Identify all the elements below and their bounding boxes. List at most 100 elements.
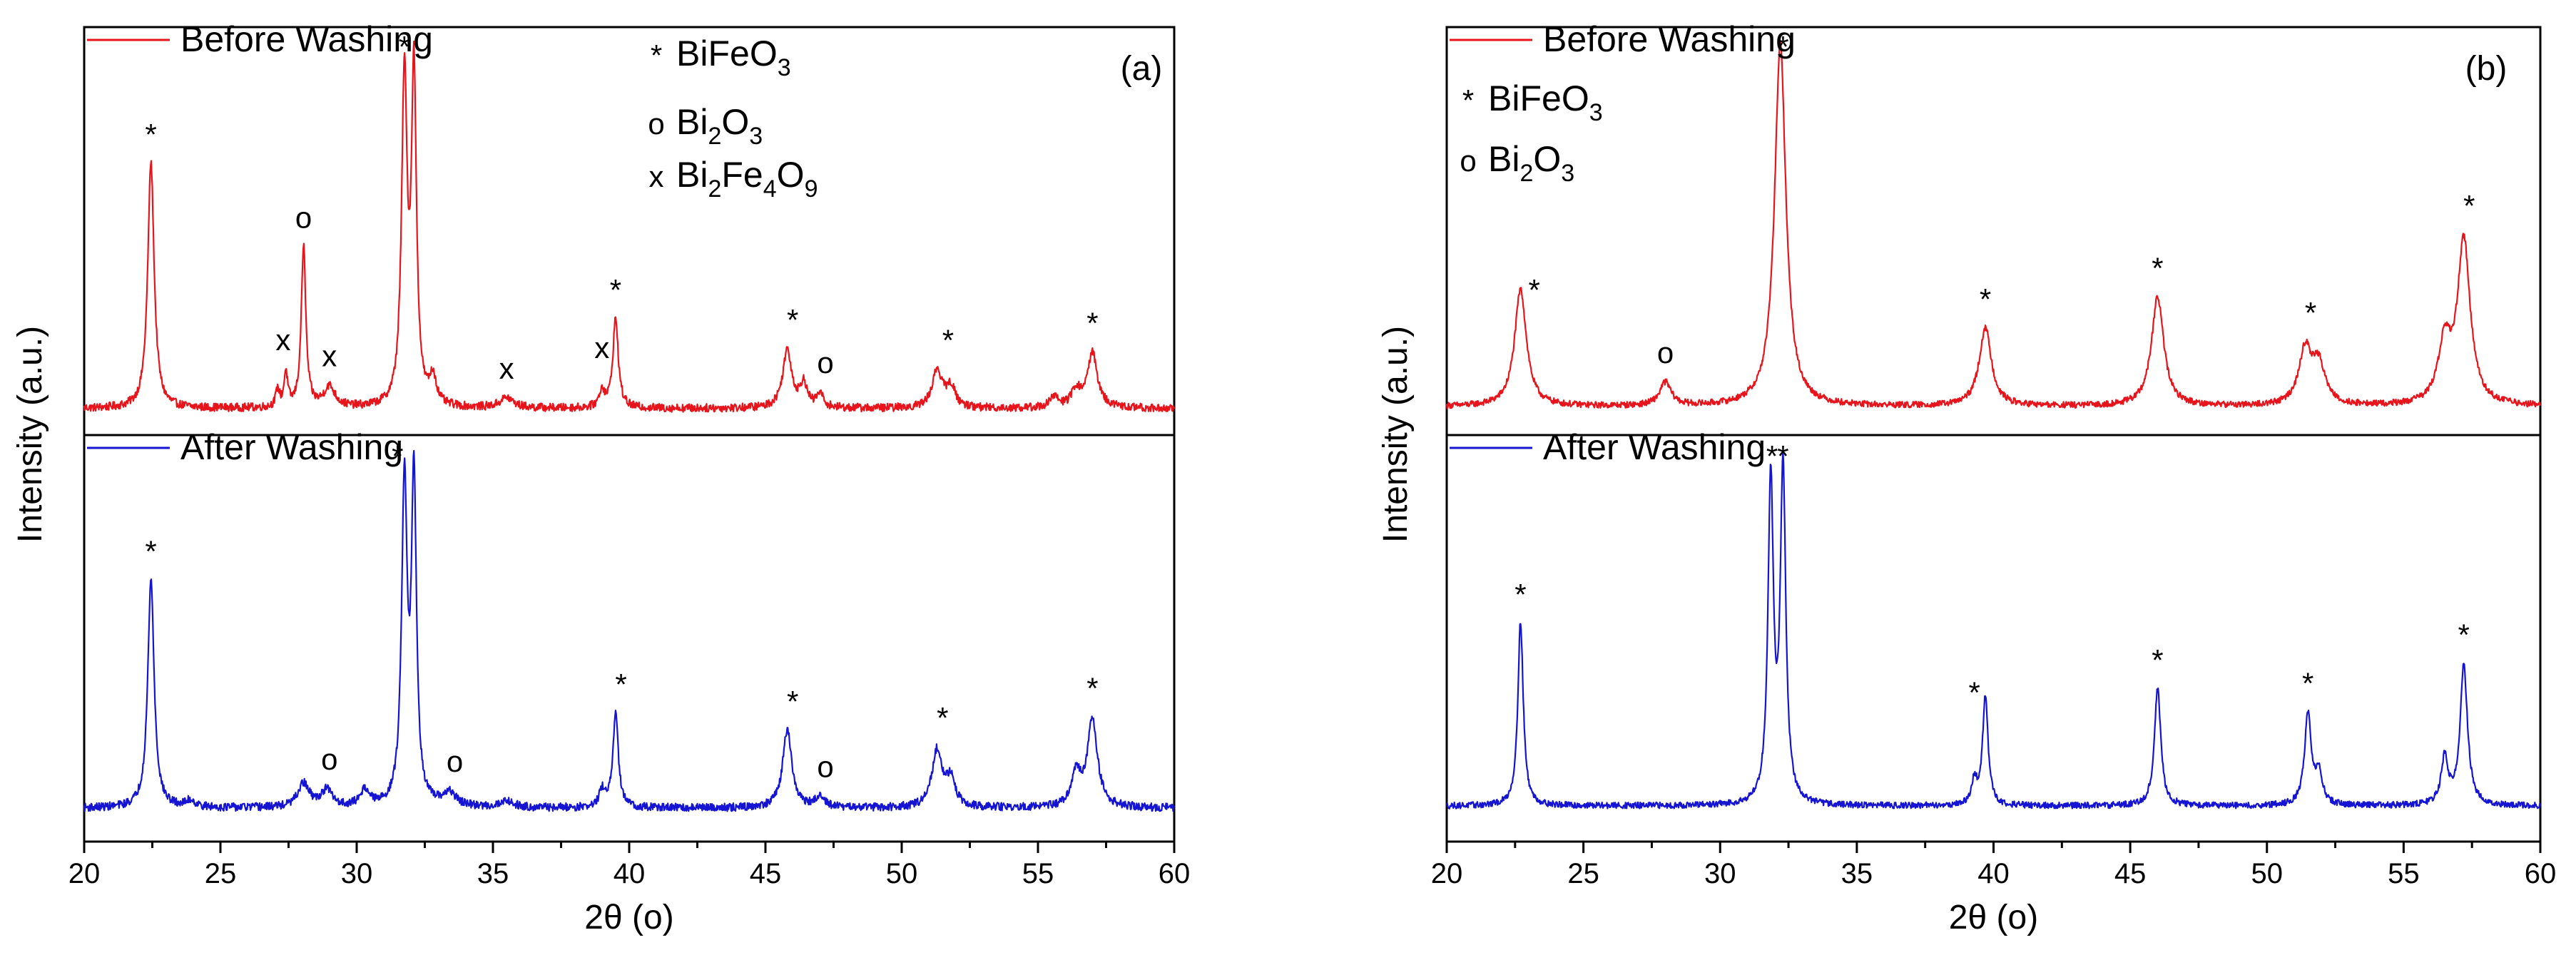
series-legend-label: After Washing [1543,427,1766,467]
x-axis-title: 2θ (o) [1949,899,2038,936]
phase-legend-label-part: 2 [1519,160,1533,187]
phase-legend-label: Bi2Fe4O9 [676,155,818,203]
x-tick-label: 35 [1841,858,1873,889]
phase-legend-label: Bi2O3 [1488,139,1574,187]
x-tick-label: 30 [1704,858,1736,889]
x-axis-title: 2θ (o) [584,899,673,936]
phase-legend-label-part: Bi [1488,139,1519,179]
peak-marker: o [817,346,833,379]
phase-legend-label-part: 4 [763,175,777,203]
peak-marker: * [1968,675,1980,709]
peak-marker: o [447,745,463,778]
peak-marker: x [322,339,337,373]
series-line [83,40,1176,413]
peak-marker: * [145,535,156,568]
x-tick-label: 25 [205,858,237,889]
peak-marker: * [610,273,621,307]
peak-marker: * [2463,189,2475,223]
peak-marker: * [145,118,156,151]
phase-legend-label-part: O [1562,78,1589,118]
peak-marker: * [1514,578,1526,611]
series-line [83,449,1176,812]
x-tick-label: 20 [68,858,101,889]
phase-legend-label-part: BiFe [1488,78,1562,118]
x-tick-label: 50 [2251,858,2284,889]
peak-marker: * [2305,296,2316,330]
peak-marker: o [321,742,337,776]
peak-marker: x [499,352,514,385]
phase-legend-label-part: 2 [708,175,721,203]
phase-legend-label-part: Fe [721,155,763,195]
phase-legend-label-part: O [777,155,805,195]
x-tick-label: 45 [2114,858,2147,889]
peak-marker: * [1766,439,1778,473]
phase-legend-label-part: Bi [676,102,708,142]
phase-legend-label-part: 3 [1589,99,1603,126]
series-legend-label: After Washing [180,427,403,467]
peak-marker: * [2152,643,2163,677]
peak-marker: * [787,303,798,337]
phase-legend-label-part: 3 [749,123,763,150]
peak-marker: * [937,701,948,735]
panel-label: (b) [2465,50,2508,88]
series-line [1446,449,2542,810]
peak-marker: * [1777,439,1788,473]
peak-marker: * [2152,252,2163,285]
x-tick-label: 40 [1977,858,2010,889]
phase-legend-label-part: 2 [708,123,721,150]
peak-marker: * [1980,282,1991,316]
phase-legend-label: Bi2O3 [676,102,763,150]
peak-marker: * [399,30,410,63]
peak-marker: * [1777,30,1788,63]
phase-legend-label-part: 3 [1561,160,1574,187]
phase-legend-label-part: O [721,102,749,142]
x-tick-label: 35 [477,858,509,889]
phase-legend-label-part: O [750,34,778,73]
peak-marker: * [942,323,954,357]
x-tick-label: 40 [614,858,646,889]
phase-legend-marker: x [649,160,664,193]
series-legend-label: Before Washing [1543,19,1796,59]
peak-marker: * [2302,667,2313,700]
panel-a: 20 25 30 35 40 45 50 55 60 2θ (o) Intensity (a.u.)… [11,19,1190,936]
peak-marker: x [275,323,290,357]
panel-b: 20 25 30 35 40 45 50 55 60 2θ (o) Intensity (a.u.)… [1377,19,2556,936]
phase-legend-label-part: 3 [778,54,791,81]
x-tick-label: 60 [1159,858,1191,889]
phase-legend-label: BiFeO3 [1488,78,1603,126]
phase-legend-label-part: BiFe [676,34,750,73]
peak-marker: * [787,685,798,718]
x-tick-label: 60 [2525,858,2557,889]
peak-marker: * [2458,618,2470,651]
peak-marker: x [594,331,609,364]
series-legend-label: Before Washing [180,19,433,59]
panel-label: (a) [1121,50,1163,88]
phase-legend-marker: * [651,39,662,72]
x-tick-label: 20 [1431,858,1463,889]
x-tick-label: 55 [2388,858,2420,889]
peak-marker: * [615,668,626,701]
y-axis-title: Intensity (a.u.) [1377,326,1415,543]
peak-marker: * [1528,273,1539,307]
x-tick-label: 25 [1567,858,1599,889]
peak-marker: * [392,439,403,473]
phase-legend-marker: o [1460,144,1476,178]
peak-marker: * [1086,672,1098,705]
phase-legend-label-part: O [1533,139,1561,179]
phase-legend-marker: * [1462,83,1474,117]
x-tick-label: 55 [1022,858,1054,889]
phase-legend-marker: o [648,107,664,141]
peak-marker: o [1657,336,1674,369]
x-tick-label: 45 [750,858,782,889]
x-tick-label: 50 [886,858,918,889]
phase-legend-label-part: Bi [676,155,708,195]
phase-legend-label-part: 9 [805,175,818,203]
x-tick-label: 30 [341,858,373,889]
y-axis-title: Intensity (a.u.) [11,326,49,543]
peak-marker: o [817,750,833,784]
peak-marker: o [295,201,312,235]
peak-marker: * [1086,306,1098,339]
series-line [1445,40,2542,409]
phase-legend-label: BiFeO3 [676,34,791,81]
